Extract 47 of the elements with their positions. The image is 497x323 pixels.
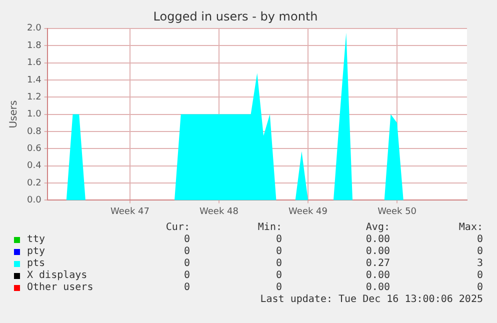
text: 0 [276,258,282,269]
y-axis-title: Users [8,100,20,128]
text: Min: [258,222,282,233]
x-tick-label: Week 50 [378,206,417,217]
legend-label: tty [27,234,46,245]
y-tick-label: 0.4 [26,161,42,172]
legend-label: X displays [27,270,88,281]
text: 0.00 [366,270,390,281]
y-tick-label: 0.6 [26,144,42,154]
y-tick-label: 0.8 [26,126,42,137]
legend-label: pts [27,258,46,269]
y-tick-label: 0.2 [26,178,42,188]
chart-title: Logged in users - by month [153,9,318,24]
text: 0.00 [366,246,390,257]
y-tick-label: 0.0 [26,196,42,206]
text: 0 [184,246,190,257]
y-tick-label: 1.6 [26,58,42,68]
y-tick-label: 2.0 [26,24,42,34]
text: 0 [184,270,190,281]
y-tick-label: 1.4 [26,75,42,86]
text: 0.00 [366,234,390,245]
text: 0 [184,234,190,245]
x-tick-label: Week 47 [110,206,150,217]
text: 0 [476,234,483,245]
text: 0 [184,282,190,293]
legend-label: Other users [27,282,94,293]
text: 0 [276,282,282,293]
y-tick-label: 1.8 [26,40,42,51]
x-tick-label: Week 48 [200,206,239,217]
text: 0 [476,246,483,257]
text: 0 [184,258,190,269]
text: 0 [276,246,282,257]
y-tick-label: 1.0 [26,110,42,120]
text: 0.00 [366,282,390,293]
y-tick-label: 1.2 [26,92,42,102]
legend-label: pty [27,246,46,257]
text: 0 [276,270,282,281]
text: Avg: [366,222,390,233]
text: Max: [458,222,483,233]
text: 0 [476,270,483,281]
text: 0 [276,234,282,245]
text: Cur: [166,222,190,233]
text: Last update: Tue Dec 16 13:00:06 2025 [260,294,483,305]
text: 0 [476,282,483,293]
text: 3 [476,258,483,269]
x-tick-label: Week 49 [288,206,328,217]
text: 0.27 [366,258,390,269]
